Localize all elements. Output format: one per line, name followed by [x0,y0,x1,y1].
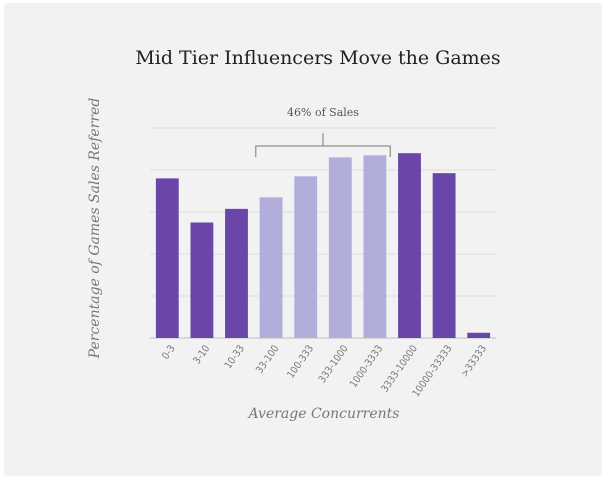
bar->33333 [467,332,491,338]
x-axis-label: Average Concurrents [247,406,400,422]
bar-10-33 [225,208,248,338]
chart-title: Mid Tier Influencers Move the Games [135,47,500,69]
x-tick-label: 100-333 [286,343,317,380]
bar-333-1000 [328,157,352,338]
x-tick-label: 333-1000 [317,343,351,385]
x-tick-labels: 0-3 3-10 10-33 33-100 100-333 333-10001000-33… [160,343,489,399]
bar-1000-3333 [363,155,387,338]
bars [155,153,491,338]
x-tick-label: 1000-3333 [348,343,385,389]
bar-10000-33333 [432,173,456,338]
annotation-label: 46% of Sales [287,106,359,119]
bar-100-333 [294,176,318,338]
annotation-bracket: 46% of Sales [255,106,391,157]
bracket-line [255,133,391,157]
bar-0-3 [155,178,179,338]
x-tick-label: 3-10 [192,343,213,366]
bar-33-100 [259,197,283,338]
x-tick-label: >33333 [459,343,489,379]
bar-3-10 [190,222,214,338]
bar-3333-10000 [398,153,421,338]
x-tick-label: 0-3 [160,343,177,361]
x-tick-label: 33-100 [254,343,281,376]
y-axis-label: Percentage of Games Sales Referred [87,98,103,360]
x-tick-label: 10-33 [223,343,247,371]
